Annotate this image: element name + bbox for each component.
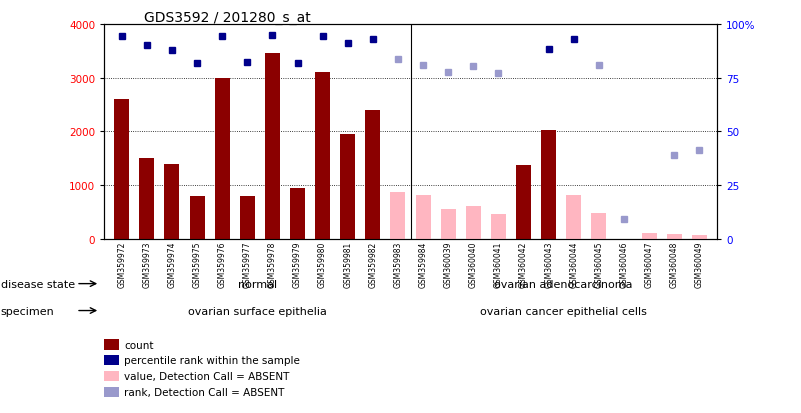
Bar (340, 135, 356, 240)
Bar (666, 235, 682, 240)
Bar (390, 192, 405, 240)
Bar (139, 159, 155, 240)
Bar (315, 73, 330, 240)
Text: disease state: disease state (1, 279, 75, 289)
Text: rank, Detection Call = ABSENT: rank, Detection Call = ABSENT (124, 387, 284, 397)
Bar (692, 235, 706, 240)
Bar (290, 188, 305, 240)
Bar (566, 195, 582, 240)
Bar (642, 233, 657, 240)
Text: ovarian adenocarcinoma: ovarian adenocarcinoma (494, 279, 633, 289)
Bar (190, 197, 204, 240)
Text: GDS3592 / 201280_s_at: GDS3592 / 201280_s_at (144, 11, 311, 25)
Bar (491, 215, 506, 240)
Text: value, Detection Call = ABSENT: value, Detection Call = ABSENT (124, 371, 289, 381)
Text: specimen: specimen (1, 306, 54, 316)
Text: ovarian cancer epithelial cells: ovarian cancer epithelial cells (481, 306, 647, 316)
Text: count: count (124, 340, 154, 350)
Bar (591, 213, 606, 240)
Bar (365, 111, 380, 240)
Text: percentile rank within the sample: percentile rank within the sample (124, 356, 300, 366)
Text: ovarian surface epithelia: ovarian surface epithelia (188, 306, 327, 316)
Bar (239, 197, 255, 240)
Bar (516, 166, 531, 240)
Text: normal: normal (238, 279, 277, 289)
Bar (441, 209, 456, 240)
Bar (215, 78, 230, 240)
Bar (265, 55, 280, 240)
Bar (541, 131, 556, 240)
Bar (465, 206, 481, 240)
Bar (416, 195, 431, 240)
Bar (115, 100, 129, 240)
Bar (164, 164, 179, 240)
